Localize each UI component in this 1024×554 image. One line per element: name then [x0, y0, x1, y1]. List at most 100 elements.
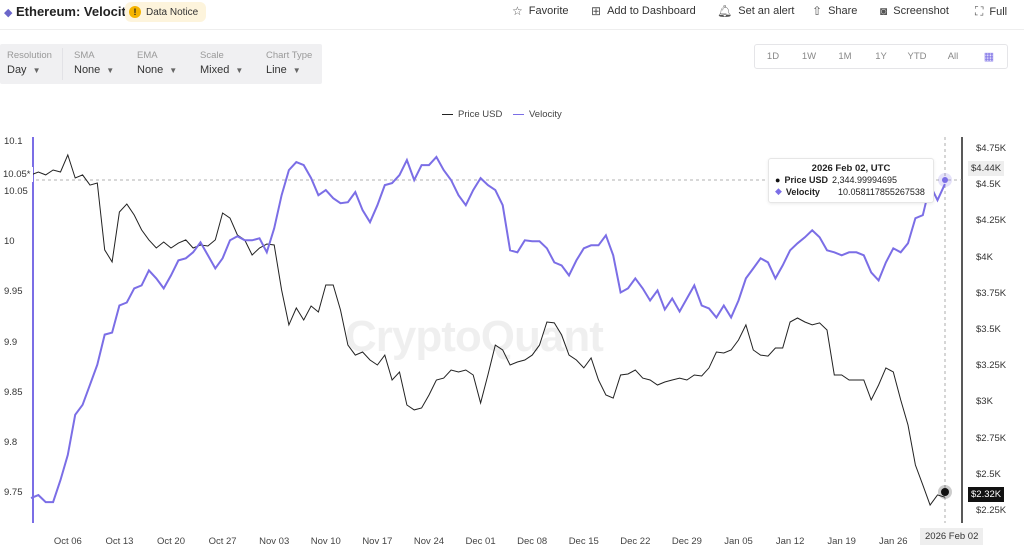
tooltip-velocity-value: 10.058117855267538 — [837, 186, 925, 197]
set-alert-label: Set an alert — [738, 5, 795, 17]
header: ◆ Ethereum: Velocity ! Data Notice — [0, 0, 1024, 30]
x-axis-tick: Dec 08 — [517, 536, 548, 547]
share-icon: ⇧ — [812, 4, 823, 18]
left-axis-tick: 9.85 — [4, 386, 23, 398]
x-axis-tick: Oct 06 — [53, 536, 82, 547]
caret-down-icon: ▼ — [169, 66, 178, 75]
resolution-select[interactable]: Resolution Day ▼ — [7, 50, 52, 76]
screenshot-button[interactable]: ◙ Screenshot — [880, 4, 949, 18]
x-axis-tick: Nov 03 — [259, 536, 290, 547]
legend-price[interactable]: Price USD — [442, 109, 502, 120]
tooltip-date: 2026 Feb 02, UTC — [811, 163, 891, 174]
calendar-icon[interactable]: ▦ — [983, 51, 995, 63]
range-ytd[interactable]: YTD — [907, 51, 927, 62]
left-axis-tick: 9.75 — [4, 487, 23, 499]
resolution-label: Resolution — [7, 50, 52, 61]
fullscreen-icon: ⛶ — [975, 4, 984, 18]
right-axis-tick: $4.75K — [976, 143, 1007, 154]
chart-type-select[interactable]: Chart Type Line ▼ — [266, 50, 312, 76]
price-line — [30, 153, 946, 507]
legend-velocity[interactable]: Velocity — [513, 109, 562, 120]
range-1y[interactable]: 1Y — [875, 51, 887, 62]
time-range-selector: 1D 1W 1M 1Y YTD All ▦ — [754, 44, 1008, 69]
x-axis-tick: Jan 12 — [775, 536, 805, 547]
favorite-label: Favorite — [528, 5, 569, 17]
right-axis-tick: $2.25K — [976, 505, 1007, 516]
scale-select[interactable]: Scale Mixed ▼ — [200, 50, 243, 76]
right-axis-tick: $3.25K — [976, 360, 1007, 372]
x-axis-tick: Nov 10 — [310, 536, 341, 547]
share-button[interactable]: ⇧ Share — [812, 4, 857, 18]
velocity-line — [30, 155, 946, 504]
right-axis-tick: $3.5K — [976, 324, 1001, 335]
ema-value: None — [137, 64, 164, 76]
right-axis-tick: $2.5K — [976, 468, 1001, 480]
left-axis-tick: 9.9 — [4, 336, 18, 348]
left-axis-tick: 9.95 — [4, 286, 23, 298]
range-1m[interactable]: 1M — [838, 51, 852, 62]
left-axis-tick: 9.8 — [4, 436, 18, 448]
x-axis-tick: Jan 05 — [724, 536, 753, 547]
caret-down-icon: ▼ — [235, 66, 244, 75]
x-axis-tick: Jan 26 — [879, 536, 908, 547]
sma-value: None — [74, 64, 101, 76]
add-to-dashboard-button[interactable]: ⊞ Add to Dashboard — [591, 4, 696, 18]
x-axis-tick: Oct 27 — [208, 536, 237, 547]
fullscreen-label: Full — [989, 5, 1008, 18]
x-axis-tick: Nov 17 — [362, 536, 393, 547]
tooltip-price-label: Price USD — [784, 175, 828, 185]
x-axis-tick: Oct 13 — [105, 536, 134, 547]
warning-icon: ! — [129, 6, 141, 18]
crosshair-date-badge: 2026 Feb 02 — [920, 528, 984, 545]
tooltip-price-value: 2,344.99994695 — [831, 175, 898, 185]
tooltip-velocity-label: Velocity — [785, 186, 820, 197]
right-axis-tick: $4.5K — [976, 179, 1001, 191]
divider — [62, 48, 63, 80]
x-axis-tick: Dec 15 — [568, 536, 599, 547]
sma-label: SMA — [74, 50, 95, 61]
tooltip: 2026 Feb 02, UTC ● Price USD 2,344.9999469… — [768, 158, 934, 203]
crosshair-left-value: 10.05* — [0, 167, 34, 182]
crosshair-right-value: $4.44K — [968, 161, 1005, 176]
bell-icon: 🔔︎ — [717, 4, 733, 18]
price-value-badge: $2.32K — [968, 487, 1005, 502]
velocity-hover-point — [942, 177, 948, 183]
price-dot-icon: ● — [775, 175, 781, 185]
right-axis-tick: $3K — [976, 396, 993, 408]
x-axis-tick: Nov 24 — [413, 536, 445, 547]
scale-value: Mixed — [200, 64, 230, 76]
resolution-value: Day — [7, 64, 27, 76]
chart-type-value: Line — [266, 64, 287, 76]
sma-select[interactable]: SMA None ▼ — [74, 50, 114, 76]
star-icon: ☆ — [512, 4, 523, 18]
caret-down-icon: ▼ — [292, 66, 301, 75]
left-axis-tick: 10.05 — [4, 186, 28, 198]
data-notice-badge[interactable]: ! Data Notice — [125, 2, 207, 22]
x-axis-tick: Dec 29 — [671, 536, 702, 547]
x-axis-tick: Dec 01 — [465, 536, 496, 547]
x-axis-tick: Dec 22 — [620, 536, 651, 547]
chart-settings-toolbar: Resolution Day ▼ SMA None ▼ EMA None ▼ Scale Mi… — [0, 44, 322, 84]
right-axis-tick: $2.75K — [976, 432, 1007, 444]
favorite-button[interactable]: ☆ Favorite — [512, 4, 569, 18]
left-axis-tick: 10.1 — [4, 136, 23, 147]
ema-label: EMA — [137, 50, 158, 61]
data-notice-label: Data Notice — [146, 6, 199, 18]
range-1d[interactable]: 1D — [766, 51, 780, 62]
scale-label: Scale — [200, 50, 224, 61]
fullscreen-button[interactable]: ⛶ Full — [975, 4, 1007, 19]
legend-velocity-swatch — [513, 113, 524, 116]
add-dashboard-icon: ⊞ — [591, 4, 602, 18]
range-all[interactable]: All — [947, 51, 959, 62]
range-1w[interactable]: 1W — [801, 51, 817, 62]
right-axis-tick: $4.25K — [976, 215, 1007, 227]
ema-select[interactable]: EMA None ▼ — [137, 50, 177, 76]
right-axis-tick: $4K — [976, 251, 993, 263]
set-alert-button[interactable]: 🔔︎ Set an alert — [717, 4, 795, 18]
x-axis-tick: Oct 20 — [157, 536, 186, 547]
watermark: CryptoQuant — [345, 312, 604, 361]
price-hover-point — [941, 488, 949, 496]
screenshot-label: Screenshot — [893, 5, 949, 17]
legend-velocity-label: Velocity — [529, 109, 562, 120]
